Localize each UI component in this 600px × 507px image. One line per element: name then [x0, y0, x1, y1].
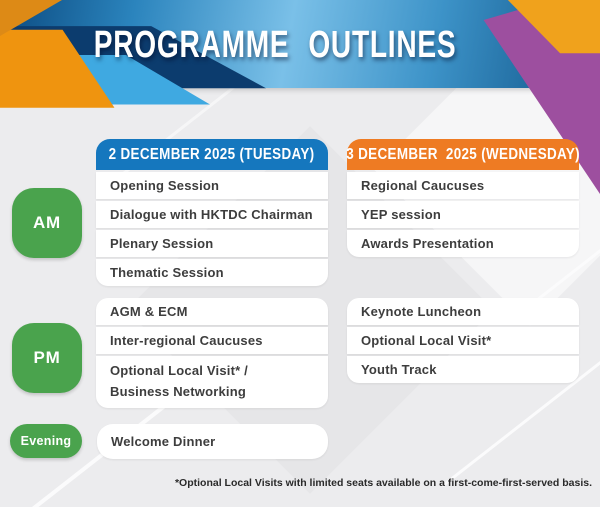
day1-evening-row: Welcome Dinner: [97, 424, 328, 459]
day2-am-row-2: YEP session: [347, 201, 579, 228]
day2-am-row-1: Regional Caucuses: [347, 172, 579, 199]
day1-am-row-4: Thematic Session: [96, 259, 328, 286]
evening-time-badge: Evening: [10, 424, 82, 458]
pm-time-badge: PM: [12, 323, 82, 393]
day2-pm-row-2: Optional Local Visit*: [347, 327, 579, 354]
day2-pm-row-3: Youth Track: [347, 356, 579, 383]
day1-am-row-2: Dialogue with HKTDC Chairman: [96, 201, 328, 228]
day1-pm-row-3: Optional Local Visit* / Business Network…: [96, 356, 328, 408]
day1-pm-row-2: Inter-regional Caucuses: [96, 327, 328, 354]
day2-pm-row-1: Keynote Luncheon: [347, 298, 579, 325]
day2-column-header: 3 DECEMBER 2025 (WEDNESDAY): [346, 139, 580, 170]
footnote-text: *Optional Local Visits with limited seat…: [174, 477, 592, 489]
day1-column-header: 2 DECEMBER 2025 (TUESDAY): [96, 139, 328, 170]
day1-pm-row-1: AGM & ECM: [96, 298, 328, 325]
page-title: PROGRAMME OUTLINES: [93, 24, 457, 66]
am-time-badge: AM: [12, 188, 82, 258]
day1-am-row-1: Opening Session: [96, 172, 328, 199]
day1-am-row-3: Plenary Session: [96, 230, 328, 257]
day2-am-row-3: Awards Presentation: [347, 230, 579, 257]
